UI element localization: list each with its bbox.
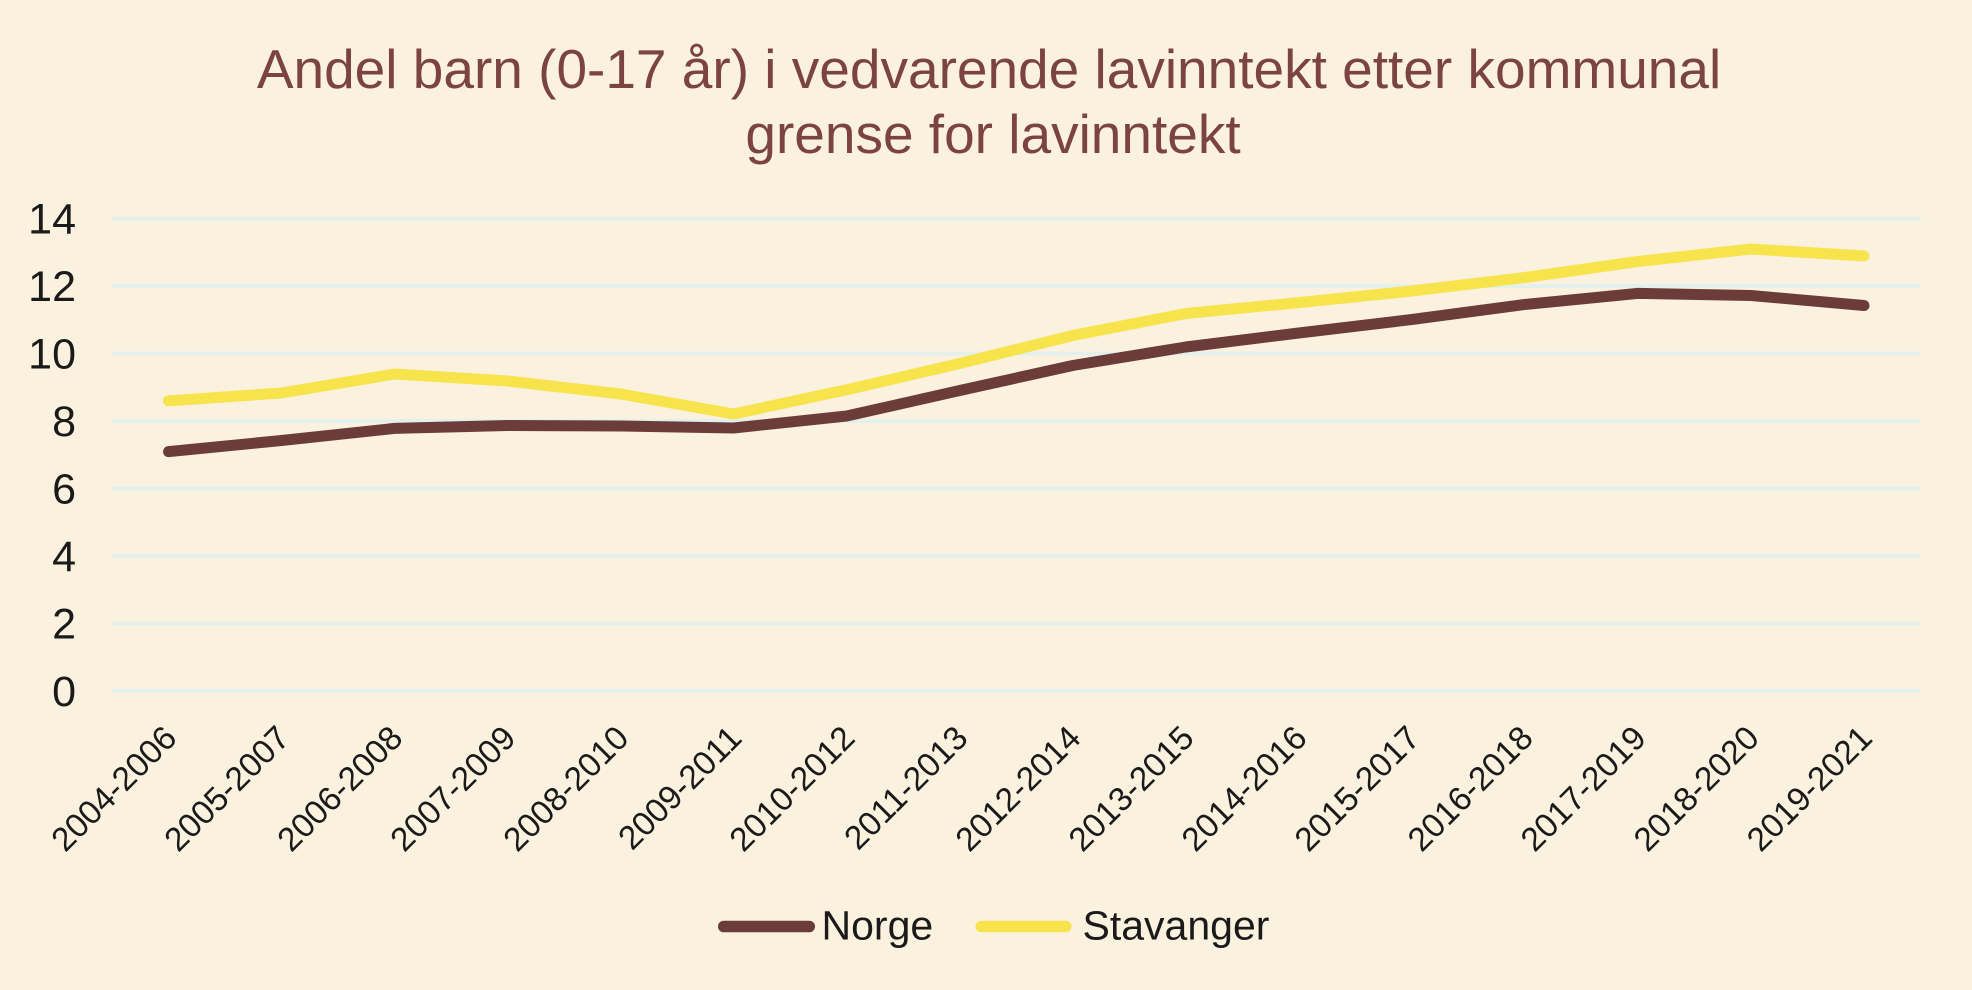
svg-text:grense for lavinntekt: grense for lavinntekt bbox=[745, 103, 1240, 165]
svg-text:Norge: Norge bbox=[822, 903, 934, 949]
svg-text:Andel barn (0-17 år) i vedvare: Andel barn (0-17 år) i vedvarende lavinn… bbox=[257, 38, 1721, 100]
svg-text:6: 6 bbox=[52, 465, 76, 513]
svg-text:10: 10 bbox=[28, 330, 76, 378]
svg-text:12: 12 bbox=[28, 263, 76, 311]
svg-text:14: 14 bbox=[28, 195, 76, 243]
svg-text:0: 0 bbox=[52, 668, 76, 716]
svg-text:2: 2 bbox=[52, 600, 76, 648]
svg-text:4: 4 bbox=[52, 533, 76, 581]
svg-text:Stavanger: Stavanger bbox=[1083, 903, 1270, 949]
svg-text:8: 8 bbox=[52, 398, 76, 446]
